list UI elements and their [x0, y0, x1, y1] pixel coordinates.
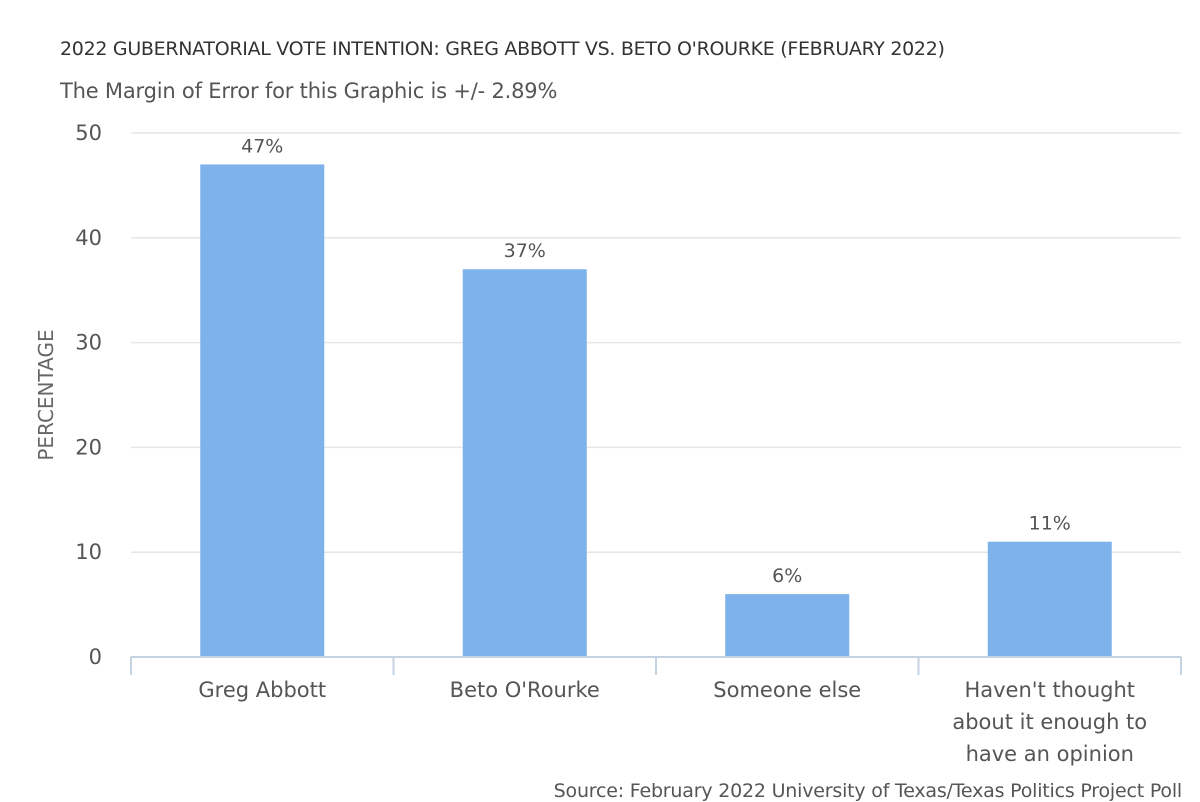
y-tick-label: 10: [75, 540, 102, 564]
x-category-label: Haven't thought about it enough to have an…: [952, 678, 1147, 766]
bar: [987, 541, 1112, 657]
chart-title: 2022 GUBERNATORIAL VOTE INTENTION: GREG …: [60, 38, 945, 60]
y-tick-label: 30: [75, 331, 102, 355]
x-category-label: Greg Abbott: [198, 678, 326, 702]
x-category-label: Beto O'Rourke: [450, 678, 600, 702]
y-axis-label: PERCENTAGE: [34, 329, 58, 460]
data-label: 6%: [772, 565, 802, 587]
y-tick-label: 20: [75, 435, 102, 459]
x-category-label: Someone else: [713, 678, 861, 702]
data-label: 37%: [504, 240, 546, 262]
y-tick-label: 50: [75, 121, 102, 145]
y-tick-label: 0: [89, 645, 102, 669]
source-note: Source: February 2022 University of Texa…: [553, 780, 1183, 802]
bar: [462, 269, 587, 657]
chart-subtitle: The Margin of Error for this Graphic is …: [60, 79, 558, 103]
bar: [725, 594, 850, 657]
bar: [200, 164, 325, 657]
y-tick-label: 40: [75, 226, 102, 250]
data-label: 47%: [241, 135, 283, 157]
data-label: 11%: [1029, 513, 1071, 535]
